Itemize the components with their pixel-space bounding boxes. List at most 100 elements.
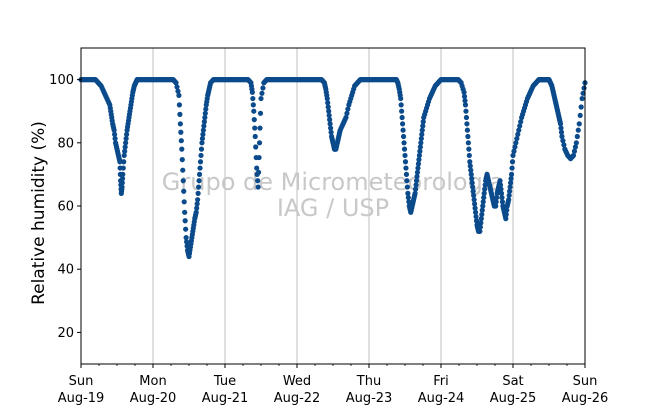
- data-point: [414, 169, 421, 175]
- data-point: [419, 131, 425, 137]
- data-point: [466, 146, 472, 152]
- data-point: [518, 119, 524, 125]
- data-point: [196, 171, 203, 177]
- data-point: [123, 135, 129, 142]
- data-point: [463, 108, 469, 114]
- vertical-gridlines: [152, 48, 514, 364]
- data-point: [194, 205, 200, 211]
- data-point: [462, 98, 468, 104]
- data-point: [197, 165, 203, 171]
- data-point: [254, 165, 260, 171]
- x-tick-day: Thu: [356, 374, 381, 389]
- watermark-line-1: Grupo de Micrometeorologia: [162, 168, 504, 196]
- x-tick-date: Aug-23: [346, 391, 393, 406]
- data-point: [465, 133, 471, 140]
- data-point: [253, 144, 259, 150]
- data-point: [327, 117, 333, 123]
- y-tick-label: 80: [57, 136, 74, 151]
- data-point: [401, 146, 408, 152]
- data-point: [479, 211, 485, 218]
- x-tick-day: Sun: [69, 374, 94, 389]
- data-point: [498, 190, 505, 196]
- data-point: [250, 95, 256, 102]
- data-point: [400, 121, 406, 127]
- data-point: [559, 133, 565, 140]
- data-point: [257, 125, 263, 131]
- x-tick-date: Aug-22: [274, 391, 321, 406]
- data-point: [195, 190, 201, 196]
- data-point: [178, 129, 184, 135]
- data-point: [418, 140, 424, 146]
- x-tick-date: Aug-19: [58, 391, 105, 406]
- data-point: [120, 165, 126, 171]
- data-point: [506, 192, 512, 199]
- data-point: [199, 140, 205, 146]
- data-point: [182, 218, 188, 224]
- data-point: [415, 165, 421, 171]
- data-point: [124, 131, 130, 137]
- data-point: [255, 178, 261, 184]
- data-point: [198, 152, 204, 159]
- data-point: [250, 102, 256, 108]
- data-point: [480, 203, 486, 209]
- data-point: [405, 194, 411, 201]
- data-point: [463, 114, 470, 121]
- data-point: [122, 144, 128, 150]
- data-point: [121, 152, 127, 159]
- data-point: [494, 194, 500, 201]
- data-point: [503, 216, 509, 222]
- data-point: [179, 157, 185, 163]
- data-point: [180, 178, 186, 184]
- data-point: [507, 184, 513, 190]
- data-point: [467, 163, 473, 169]
- data-point: [405, 190, 411, 196]
- data-point: [258, 95, 264, 102]
- data-point: [506, 197, 512, 203]
- data-point: [464, 121, 470, 127]
- x-tick-day: Sat: [502, 374, 523, 389]
- x-tick-day: Sun: [573, 374, 598, 389]
- data-point: [558, 125, 564, 131]
- data-point: [121, 159, 127, 165]
- data-point: [260, 85, 266, 91]
- data-point: [417, 144, 423, 150]
- data-point: [403, 171, 410, 177]
- data-point: [413, 178, 420, 184]
- data-point: [470, 188, 476, 194]
- data-point: [481, 194, 487, 201]
- y-axis-title: Relative humidity (%): [29, 121, 49, 305]
- data-point: [466, 152, 472, 159]
- data-point: [473, 218, 480, 224]
- data-point: [414, 173, 420, 180]
- data-point: [581, 85, 587, 91]
- data-point: [404, 184, 410, 190]
- data-point: [119, 184, 125, 190]
- data-point: [202, 110, 208, 116]
- data-point: [180, 167, 186, 173]
- data-point: [493, 203, 499, 209]
- data-point: [512, 144, 518, 150]
- data-point: [196, 178, 202, 184]
- data-point: [402, 152, 408, 159]
- data-point: [468, 171, 474, 177]
- data-point: [399, 114, 405, 121]
- data-point: [197, 159, 204, 165]
- data-point: [201, 123, 207, 129]
- x-tick-day: Tue: [213, 374, 236, 389]
- data-point: [111, 127, 117, 133]
- data-point: [468, 167, 474, 173]
- data-point: [344, 110, 350, 116]
- data-point: [328, 129, 334, 135]
- data-point: [509, 165, 515, 171]
- data-point: [570, 152, 577, 159]
- data-point: [508, 180, 514, 186]
- data-point: [571, 148, 578, 154]
- data-point: [478, 216, 484, 222]
- data-point: [257, 110, 264, 116]
- data-point: [398, 102, 404, 108]
- data-point: [471, 197, 477, 203]
- x-tick-date: Aug-26: [562, 391, 609, 406]
- data-point: [182, 209, 188, 215]
- data-point: [413, 182, 419, 188]
- x-tick-day: Wed: [283, 374, 311, 389]
